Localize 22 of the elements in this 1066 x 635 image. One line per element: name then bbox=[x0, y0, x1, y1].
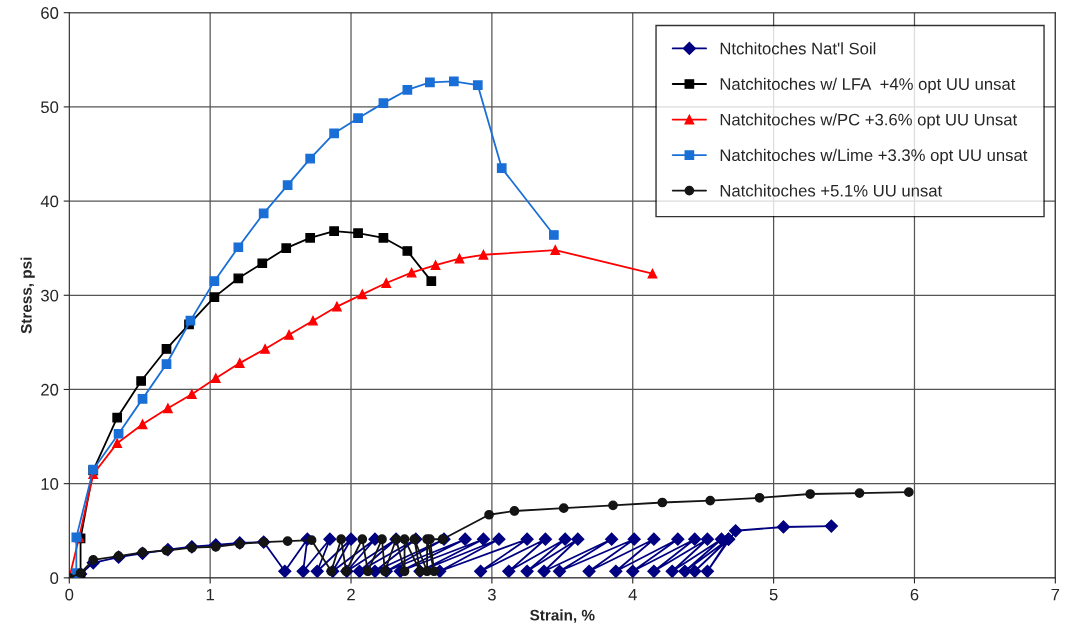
legend-label: Natchitoches w/Lime +3.3% opt UU unsat bbox=[720, 148, 1028, 165]
x-tick-label: 0 bbox=[65, 588, 74, 601]
y-axis-title: Stress, psi bbox=[20, 257, 35, 334]
x-tick-label: 1 bbox=[206, 588, 214, 601]
legend-label: Natchitoches +5.1% UU unsat bbox=[720, 184, 943, 197]
x-tick-label: 7 bbox=[1051, 588, 1060, 601]
x-tick-label: 4 bbox=[628, 588, 637, 601]
y-tick-label: 20 bbox=[41, 383, 59, 396]
y-tick-label: 0 bbox=[50, 572, 59, 585]
x-tick-label: 6 bbox=[910, 588, 919, 601]
y-tick-label: 40 bbox=[40, 195, 59, 208]
x-axis-title: Strain, % bbox=[530, 609, 595, 623]
y-tick-label: 50 bbox=[41, 101, 59, 114]
legend-label: Ntchitoches Nat'l Soil bbox=[720, 42, 876, 55]
x-tick-label: 2 bbox=[347, 588, 355, 601]
x-tick-label: 5 bbox=[769, 588, 778, 601]
legend-label: Natchitoches w/PC +3.6% opt UU Unsat bbox=[720, 113, 1018, 129]
y-tick-label: 60 bbox=[41, 7, 59, 19]
legend-label: Natchitoches w/ LFA +4% opt UU unsat bbox=[720, 77, 1016, 94]
y-tick-label: 10 bbox=[41, 478, 59, 490]
y-tick-label: 30 bbox=[40, 289, 59, 302]
x-tick-label: 3 bbox=[487, 588, 496, 601]
